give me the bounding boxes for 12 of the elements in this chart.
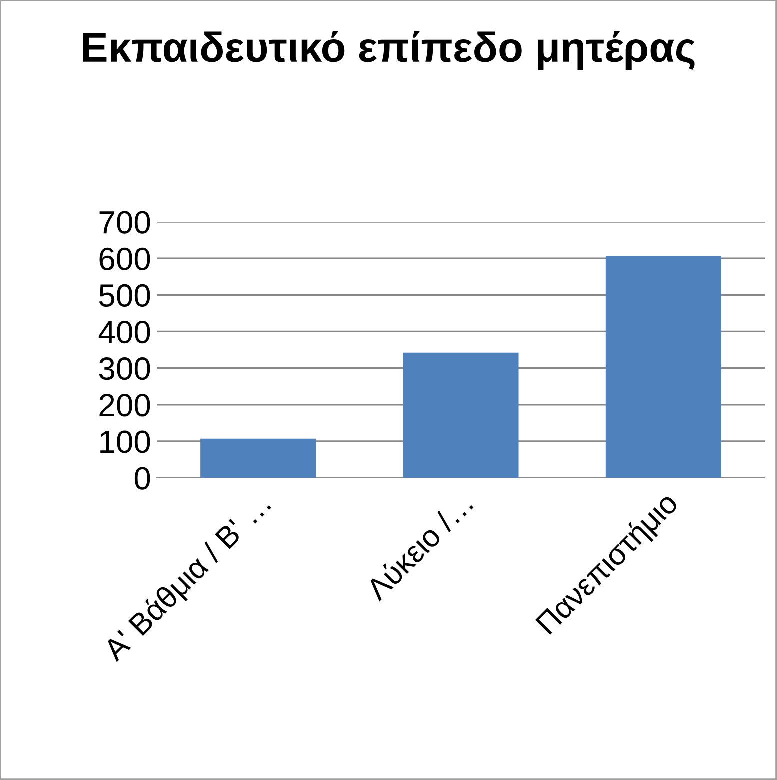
y-tick-label: 200 — [100, 394, 150, 417]
bar — [200, 438, 316, 478]
y-tick-label: 300 — [99, 358, 150, 380]
y-tick-label: 600 — [100, 248, 150, 270]
bar — [606, 256, 722, 478]
y-tick-label: 0 — [134, 467, 150, 490]
y-tick-label: 400 — [98, 320, 150, 344]
y-tick-label: 700 — [100, 211, 150, 234]
bar — [403, 352, 519, 478]
y-tick-label: 500 — [99, 284, 150, 308]
y-tick-label: 100 — [100, 430, 150, 454]
chart-title: Εκπαιδευτικό επίπεδο μητέρας — [83, 31, 695, 71]
